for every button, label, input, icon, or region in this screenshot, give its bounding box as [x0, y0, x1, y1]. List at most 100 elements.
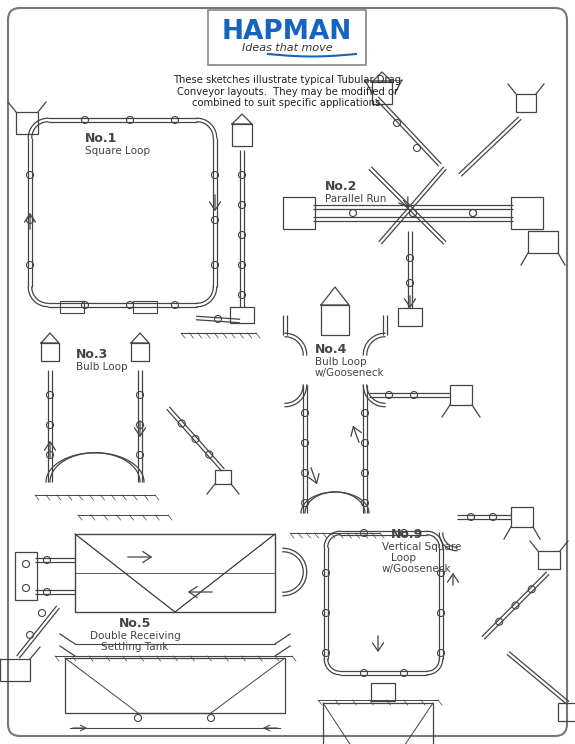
Bar [230, 307, 254, 323]
Circle shape [136, 452, 144, 458]
Circle shape [178, 420, 185, 427]
Bar [131, 343, 149, 361]
Bar [538, 551, 560, 569]
Bar [133, 301, 157, 313]
Circle shape [214, 315, 221, 322]
Circle shape [409, 210, 416, 217]
Text: w/Gooseneck: w/Gooseneck [382, 564, 451, 574]
Bar [511, 507, 533, 527]
Circle shape [512, 602, 519, 609]
Circle shape [239, 292, 246, 298]
Bar [558, 703, 575, 721]
Bar [511, 197, 543, 229]
Circle shape [413, 144, 420, 152]
Circle shape [489, 513, 496, 521]
Circle shape [126, 117, 133, 124]
Bar [321, 305, 349, 335]
Circle shape [350, 210, 356, 217]
Bar [60, 301, 84, 313]
Text: No.1: No.1 [85, 132, 117, 145]
Circle shape [208, 714, 214, 722]
Bar [398, 308, 422, 326]
FancyBboxPatch shape [8, 8, 567, 736]
Circle shape [212, 217, 218, 223]
Circle shape [47, 391, 53, 399]
Bar [208, 10, 366, 65]
Circle shape [239, 231, 246, 239]
Circle shape [82, 301, 89, 309]
Circle shape [393, 120, 401, 126]
Bar [371, 683, 395, 701]
Circle shape [323, 650, 329, 656]
Circle shape [301, 469, 309, 476]
Text: Parallel Run: Parallel Run [325, 194, 386, 204]
Bar [41, 343, 59, 361]
Text: No.5: No.5 [119, 617, 151, 630]
Circle shape [22, 560, 29, 568]
Circle shape [362, 469, 369, 476]
Circle shape [409, 210, 416, 217]
Circle shape [361, 530, 367, 536]
Circle shape [171, 301, 178, 309]
Text: Bulb Loop: Bulb Loop [76, 362, 128, 372]
Circle shape [323, 569, 329, 577]
Text: No.3: No.3 [76, 348, 108, 361]
Circle shape [411, 391, 417, 399]
Circle shape [135, 714, 141, 722]
Circle shape [528, 586, 535, 593]
Circle shape [496, 618, 503, 625]
Circle shape [361, 670, 367, 676]
Text: No.2: No.2 [325, 180, 358, 193]
Circle shape [438, 609, 444, 617]
Circle shape [82, 117, 89, 124]
Text: These sketches illustrate typical Tubular Drag
Conveyor layouts.  They may be mo: These sketches illustrate typical Tubula… [174, 75, 401, 108]
Bar [65, 658, 285, 713]
Circle shape [301, 499, 309, 507]
Circle shape [22, 585, 29, 591]
Circle shape [239, 172, 246, 179]
Circle shape [470, 210, 477, 217]
Circle shape [126, 301, 133, 309]
Circle shape [323, 609, 329, 617]
Circle shape [47, 422, 53, 429]
Text: Double Receiving: Double Receiving [90, 631, 181, 641]
Circle shape [301, 409, 309, 417]
Circle shape [362, 499, 369, 507]
Bar [528, 231, 558, 253]
Circle shape [407, 280, 413, 286]
Circle shape [136, 391, 144, 399]
Circle shape [44, 557, 51, 563]
Bar [323, 703, 433, 744]
Circle shape [401, 530, 408, 536]
Circle shape [401, 670, 408, 676]
Bar [215, 470, 231, 484]
Circle shape [301, 440, 309, 446]
Circle shape [212, 172, 218, 179]
Circle shape [362, 409, 369, 417]
Bar [15, 552, 37, 600]
Text: No.9: No.9 [391, 528, 423, 541]
Circle shape [206, 451, 213, 458]
Circle shape [44, 589, 51, 595]
Text: Square Loop: Square Loop [85, 146, 150, 156]
Bar [232, 124, 252, 146]
Text: Bulb Loop: Bulb Loop [315, 357, 367, 367]
Bar [516, 94, 536, 112]
Circle shape [192, 435, 199, 443]
Circle shape [136, 422, 144, 429]
Circle shape [26, 632, 33, 638]
Bar [372, 82, 392, 104]
Circle shape [385, 391, 393, 399]
Bar [16, 112, 38, 134]
Text: Ideas that move: Ideas that move [242, 43, 332, 53]
Circle shape [26, 172, 33, 179]
Text: Settling Tank: Settling Tank [101, 642, 168, 652]
Circle shape [239, 261, 246, 269]
Text: Vertical Square: Vertical Square [382, 542, 461, 552]
Text: w/Gooseneck: w/Gooseneck [315, 368, 385, 378]
Bar [283, 197, 315, 229]
Text: No.4: No.4 [315, 343, 347, 356]
Circle shape [26, 261, 33, 269]
Text: Loop: Loop [391, 553, 416, 563]
Circle shape [171, 117, 178, 124]
